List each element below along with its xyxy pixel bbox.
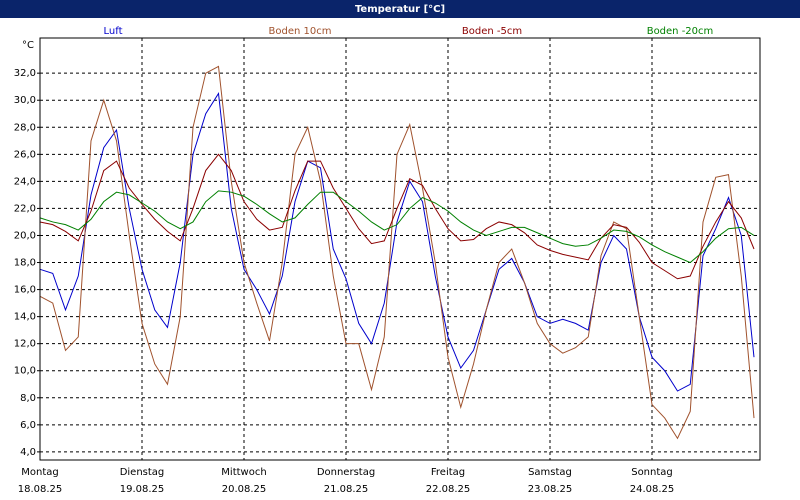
x-date-label: 22.08.25 xyxy=(426,484,471,495)
x-date-label: 18.08.25 xyxy=(18,484,63,495)
plot-area xyxy=(40,38,760,460)
series-line xyxy=(39,153,755,280)
x-date-label: 20.08.25 xyxy=(222,484,267,495)
x-date-label: 19.08.25 xyxy=(120,484,165,495)
y-tick-label: 6,0 xyxy=(20,420,36,431)
series-line xyxy=(39,91,755,392)
y-tick-label: 24,0 xyxy=(14,176,36,187)
x-date-label: 21.08.25 xyxy=(324,484,369,495)
x-date-label: 23.08.25 xyxy=(528,484,573,495)
y-tick-label: 22,0 xyxy=(14,203,36,214)
y-tick-label: 16,0 xyxy=(14,285,36,296)
x-tick-label: Freitag xyxy=(431,467,465,478)
y-tick-label: 30,0 xyxy=(14,95,36,106)
y-axis-label: °C xyxy=(22,40,34,51)
x-tick-label: Dienstag xyxy=(120,467,165,478)
legend-entry: Boden -20cm xyxy=(647,26,714,37)
plot-border xyxy=(39,37,761,461)
y-tick-label: 26,0 xyxy=(14,149,36,160)
x-tick-label: Sonntag xyxy=(631,467,673,478)
legend-entry: Boden 10cm xyxy=(269,26,332,37)
x-tick-label: Donnerstag xyxy=(317,467,375,478)
y-tick-label: 12,0 xyxy=(14,339,36,350)
legend-entry: Boden -5cm xyxy=(462,26,522,37)
y-tick-label: 18,0 xyxy=(14,258,36,269)
y-tick-label: 32,0 xyxy=(14,68,36,79)
x-tick-label: Montag xyxy=(21,467,58,478)
y-tick-label: 4,0 xyxy=(20,447,36,458)
chart-title: Temperatur [°C] xyxy=(355,4,445,15)
y-tick-label: 10,0 xyxy=(14,366,36,377)
x-tick-label: Mittwoch xyxy=(221,467,266,478)
series-line xyxy=(39,65,755,440)
series-line xyxy=(39,190,755,264)
y-tick-label: 20,0 xyxy=(14,230,36,241)
y-tick-label: 28,0 xyxy=(14,122,36,133)
legend-entry: Luft xyxy=(104,26,123,37)
x-tick-label: Samstag xyxy=(528,467,572,478)
y-tick-label: 14,0 xyxy=(14,312,36,323)
title-bar xyxy=(0,0,800,18)
x-date-label: 24.08.25 xyxy=(630,484,675,495)
y-tick-label: 8,0 xyxy=(20,393,36,404)
